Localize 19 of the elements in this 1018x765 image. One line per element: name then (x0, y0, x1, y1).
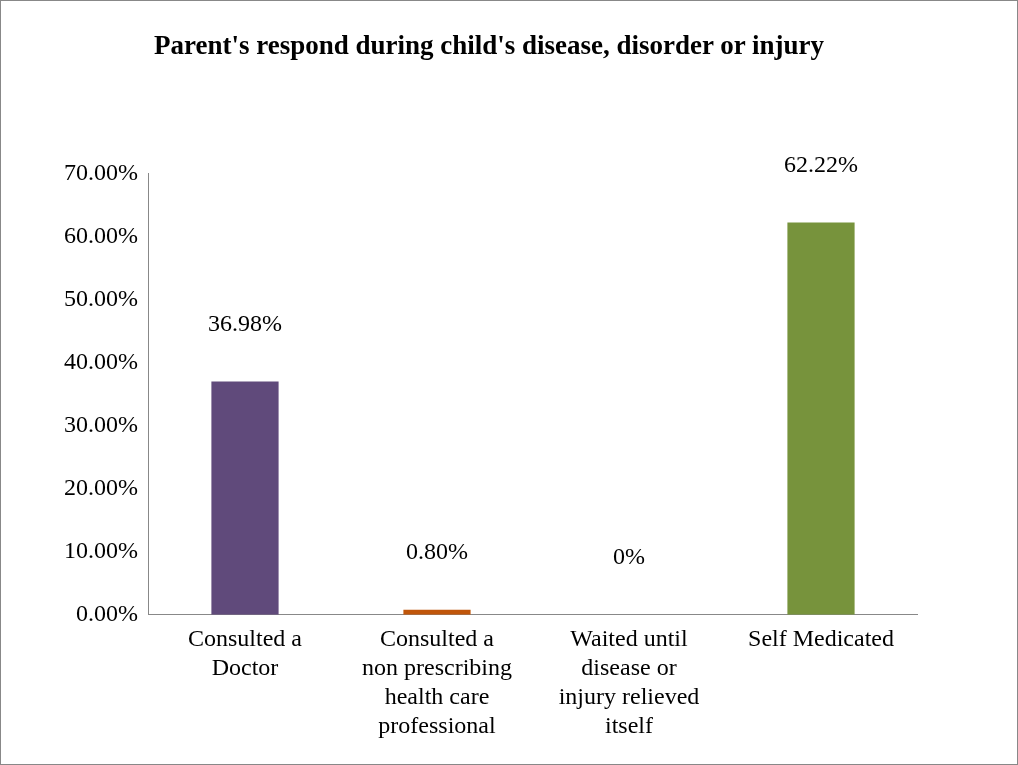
y-tick-label: 20.00% (63, 473, 138, 500)
y-tick-label: 10.00% (63, 537, 138, 564)
bar (787, 222, 855, 615)
x-tick-label: Consulted a Doctor (187, 625, 303, 681)
bar (211, 381, 279, 615)
data-label: 0.80% (406, 538, 468, 565)
x-tick-label: Consulted a non prescribing health care professional (362, 625, 512, 738)
y-tick-label: 40.00% (63, 347, 138, 374)
data-label: 0% (613, 543, 645, 570)
data-label: 36.98% (207, 309, 282, 336)
y-tick-label: 60.00% (63, 221, 138, 248)
y-tick-label: 50.00% (63, 284, 138, 311)
y-tick-label: 0.00% (75, 600, 138, 627)
chart-title: Parent's respond during child's disease, disorder or injury (153, 30, 825, 61)
x-tick-label: Self Medicated (748, 625, 894, 652)
y-tick-label: 30.00% (63, 410, 138, 437)
data-label: 62.22% (784, 150, 858, 177)
y-tick-label: 70.00% (63, 158, 138, 185)
x-tick-label: Waited until disease or injury relieved itself (558, 625, 700, 738)
